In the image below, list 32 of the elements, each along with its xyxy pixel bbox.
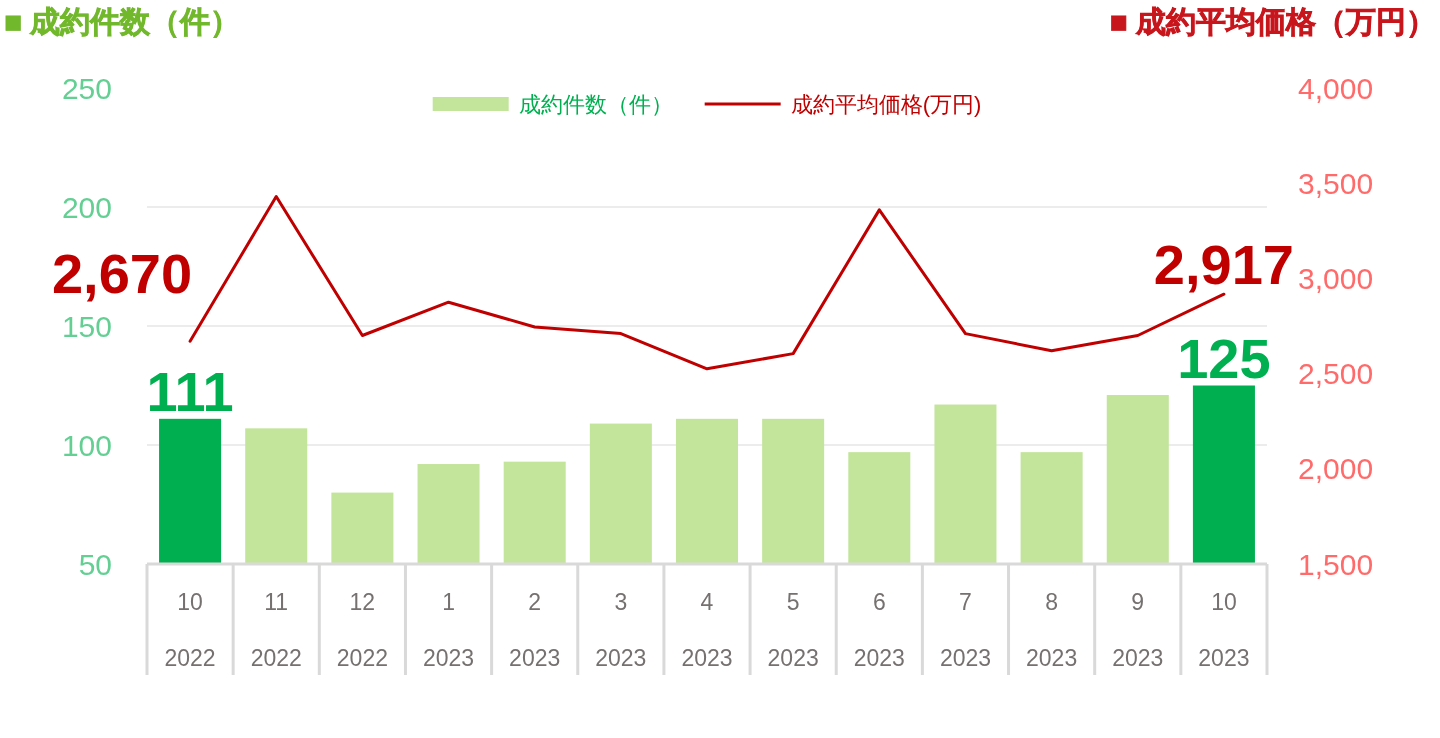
y-tick-label: 150 — [61, 309, 112, 343]
y2-tick-label: 2,500 — [1298, 357, 1374, 391]
y-tick-label: 250 — [61, 71, 112, 105]
legend-label: 成約平均価格(万円) — [790, 91, 982, 117]
data-label: 2,917 — [1153, 233, 1294, 297]
y2-tick-label: 2,000 — [1298, 452, 1374, 486]
y2-tick-label: 1,500 — [1298, 547, 1374, 581]
category-label: 8 2023 — [1026, 589, 1078, 671]
category-label: 4 2023 — [681, 589, 733, 671]
y-tick-label: 100 — [61, 428, 112, 462]
y2-tick-label: 4,000 — [1298, 71, 1374, 105]
y-tick-label: 50 — [78, 547, 112, 581]
y-tick-label: 200 — [61, 190, 112, 224]
category-label: 1 2023 — [422, 589, 475, 671]
category-label: 11 2022 — [250, 589, 302, 671]
category-label: 2 2023 — [509, 589, 561, 671]
data-label: 111 — [146, 359, 234, 423]
y-axis-title: ■ 成約件数（件） — [4, 5, 241, 38]
category-label: 7 2023 — [939, 589, 992, 671]
category-label: 6 2023 — [853, 589, 905, 671]
category-label: 12 2022 — [336, 589, 388, 671]
category-label: 9 2023 — [1112, 589, 1164, 671]
y2-axis-title: ■ 成約平均価格（万円） — [1109, 5, 1436, 38]
category-label: 10 2022 — [164, 589, 216, 671]
category-label: 3 2023 — [595, 589, 647, 671]
y2-tick-label: 3,500 — [1298, 166, 1374, 200]
data-label: 2,670 — [51, 242, 193, 306]
category-label: 10 2023 — [1198, 589, 1250, 671]
y2-tick-label: 3,000 — [1298, 261, 1374, 295]
category-label: 5 2023 — [767, 589, 819, 671]
data-label: 125 — [1177, 326, 1271, 390]
legend-label: 成約件数（件） — [518, 91, 673, 117]
